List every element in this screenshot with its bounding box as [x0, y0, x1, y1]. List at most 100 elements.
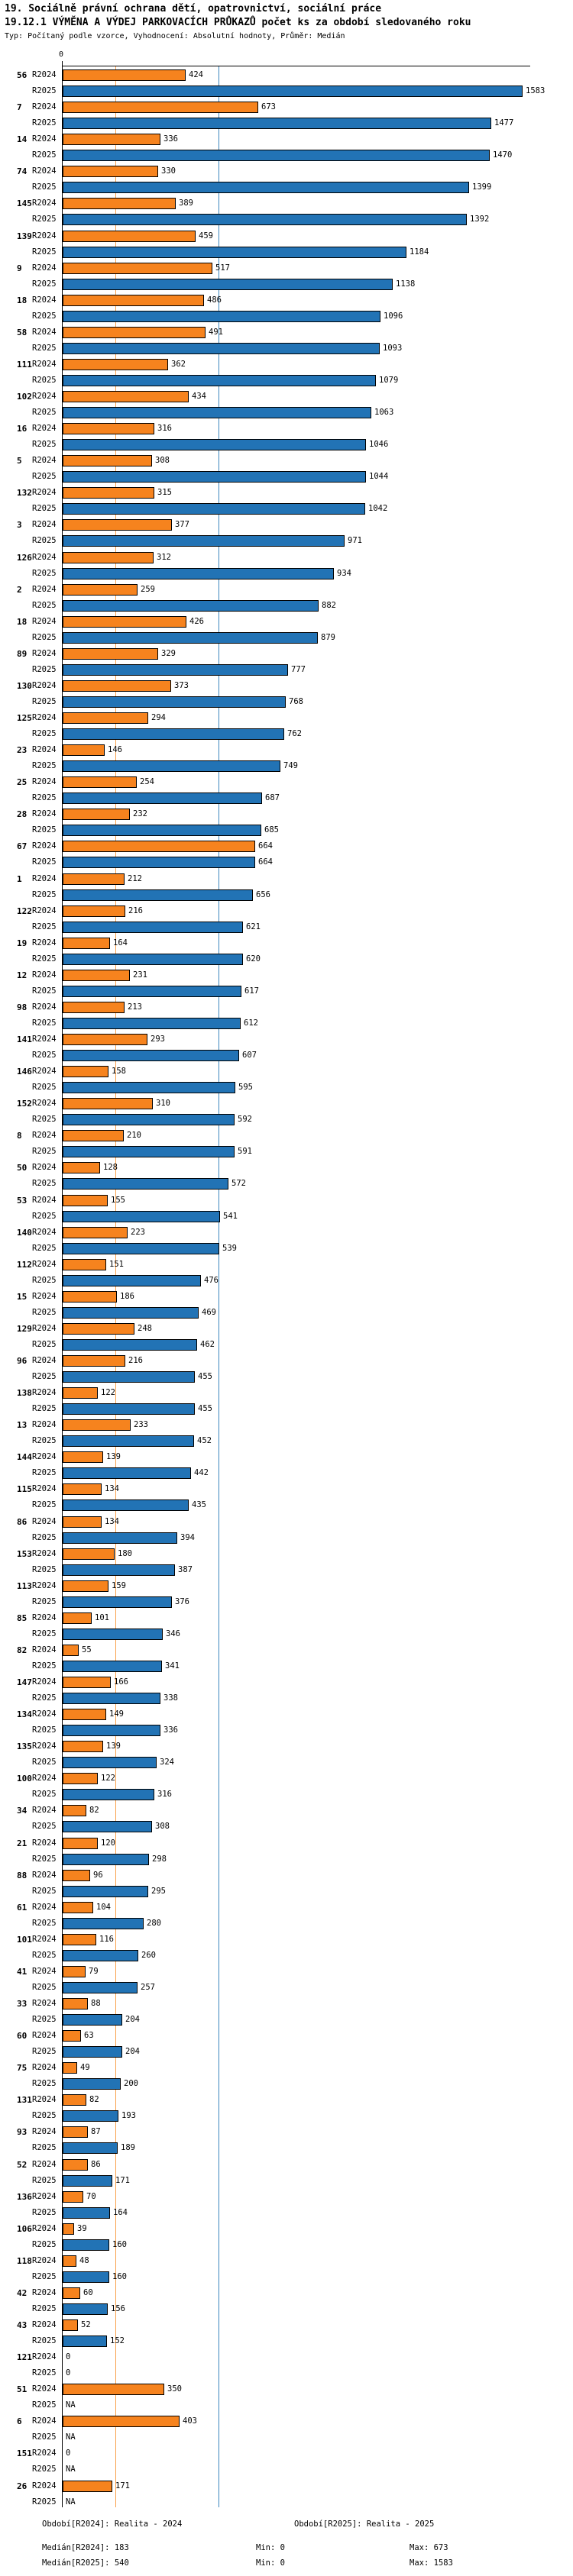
bar-r2025 [63, 2142, 118, 2155]
series-label-r2025: R2025 [32, 1629, 57, 1638]
bar-r2024 [63, 1869, 90, 1881]
bar-value-r2024: 216 [128, 905, 143, 915]
series-label-r2025: R2025 [32, 1758, 57, 1767]
row-id-label: 118 [17, 2255, 32, 2266]
series-label-r2025: R2025 [32, 1211, 57, 1221]
row-id-label: 21 [17, 1838, 28, 1848]
bar-value-r2025: 156 [111, 2303, 125, 2313]
bar-r2024 [63, 358, 168, 370]
bar-r2024 [63, 905, 125, 917]
stat-median-r2024: Medián[R2024]: 183 [42, 2543, 129, 2552]
series-label-r2024: R2024 [32, 745, 57, 755]
series-label-r2025: R2025 [32, 1307, 57, 1317]
bar-r2024 [63, 166, 158, 178]
bar-r2024 [63, 1516, 102, 1528]
bar-value-r2025: 882 [322, 600, 336, 610]
row-id-label: 130 [17, 680, 32, 691]
bar-r2024 [63, 969, 130, 981]
bar-value-r2024: 312 [157, 552, 171, 562]
row-id-label: 111 [17, 359, 32, 370]
bar-r2025 [63, 1210, 220, 1222]
bar-r2025 [63, 889, 253, 901]
bar-value-r2025: 257 [141, 1982, 155, 1992]
row-id-label: 18 [17, 616, 28, 627]
bar-value-r2024: 149 [109, 1709, 124, 1719]
bar-r2024 [63, 647, 158, 660]
bar-r2024 [63, 1194, 108, 1206]
bar-value-r2025: 260 [141, 1950, 156, 1960]
bar-r2024 [63, 1066, 108, 1078]
row-id-label: 141 [17, 1035, 32, 1044]
series-label-r2024: R2024 [32, 456, 57, 466]
series-label-r2024: R2024 [32, 166, 57, 176]
bar-r2025 [63, 439, 366, 451]
bar-r2025 [63, 2014, 122, 2026]
bar-r2024 [63, 2255, 76, 2267]
series-label-r2024: R2024 [32, 970, 57, 980]
bar-value-r2024: 212 [128, 873, 142, 883]
series-label-r2024: R2024 [32, 1131, 57, 1141]
stat-min-r2025: Min: 0 [256, 2558, 285, 2568]
series-label-r2024: R2024 [32, 2481, 57, 2490]
bar-r2024 [63, 519, 172, 531]
bar-r2025 [63, 310, 380, 322]
bar-value-r2025: 0 [66, 2368, 71, 2378]
bar-r2025 [63, 1693, 160, 1704]
bar-value-r2025: 591 [238, 1147, 252, 1157]
row-id-label: 129 [17, 1323, 32, 1334]
bar-value-r2025: 1046 [369, 440, 389, 450]
series-label-r2025: R2025 [32, 1822, 57, 1832]
series-label-r2025: R2025 [32, 1918, 57, 1928]
bar-value-r2024: 134 [105, 1516, 119, 1526]
bar-r2024 [63, 680, 171, 692]
bar-r2025 [63, 1853, 149, 1865]
series-label-r2024: R2024 [32, 1838, 57, 1848]
bar-r2025 [63, 1532, 177, 1544]
series-label-r2025: R2025 [32, 1596, 57, 1606]
bar-value-r2024: 486 [207, 295, 222, 305]
bar-value-r2024: 233 [134, 1420, 148, 1430]
bar-value-r2024: 459 [199, 231, 213, 240]
bar-r2025 [63, 118, 491, 130]
bar-r2024 [63, 1837, 98, 1849]
stat-max-r2025: Max: 1583 [410, 2558, 453, 2568]
bar-r2025 [63, 792, 262, 805]
bar-r2024 [63, 2384, 164, 2396]
series-label-r2024: R2024 [32, 1999, 57, 2008]
bar-value-r2024: 86 [91, 2159, 101, 2169]
bar-r2024 [63, 69, 186, 81]
bar-r2025 [63, 1403, 195, 1416]
bar-value-r2024: 403 [183, 2416, 197, 2426]
row-id-label: 152 [17, 1099, 32, 1109]
series-label-r2024: R2024 [32, 2320, 57, 2329]
bar-value-r2024: 377 [175, 520, 189, 530]
row-id-label: 88 [17, 1870, 28, 1880]
series-label-r2025: R2025 [32, 2465, 57, 2474]
series-label-r2024: R2024 [32, 1774, 57, 1784]
series-label-r2025: R2025 [32, 1018, 57, 1028]
series-label-r2024: R2024 [32, 424, 57, 434]
bar-value-r2024: 231 [133, 970, 147, 980]
series-label-r2024: R2024 [32, 2384, 57, 2394]
bar-r2024 [63, 134, 160, 146]
bar-value-r2024: 434 [192, 392, 206, 401]
series-label-r2025: R2025 [32, 2111, 57, 2121]
row-id-label: 61 [17, 1902, 28, 1913]
series-label-r2024: R2024 [32, 1934, 57, 1944]
series-label-r2025: R2025 [32, 2047, 57, 2057]
bar-value-r2024: 210 [127, 1131, 141, 1141]
bar-value-r2025: 336 [163, 1725, 178, 1735]
series-label-r2024: R2024 [32, 1356, 57, 1365]
row-id-label: 43 [17, 2320, 28, 2330]
bar-value-r2025: 152 [110, 2336, 125, 2345]
bar-value-r2024: 232 [133, 809, 147, 819]
series-label-r2025: R2025 [32, 311, 57, 321]
bar-r2024 [63, 583, 138, 596]
bar-value-r2025: NA [66, 2497, 76, 2507]
row-id-label: 19 [17, 938, 28, 948]
series-label-r2025: R2025 [32, 696, 57, 706]
series-label-r2025: R2025 [32, 2368, 57, 2378]
series-label-r2024: R2024 [32, 1580, 57, 1590]
bar-value-r2025: 1392 [470, 215, 490, 224]
